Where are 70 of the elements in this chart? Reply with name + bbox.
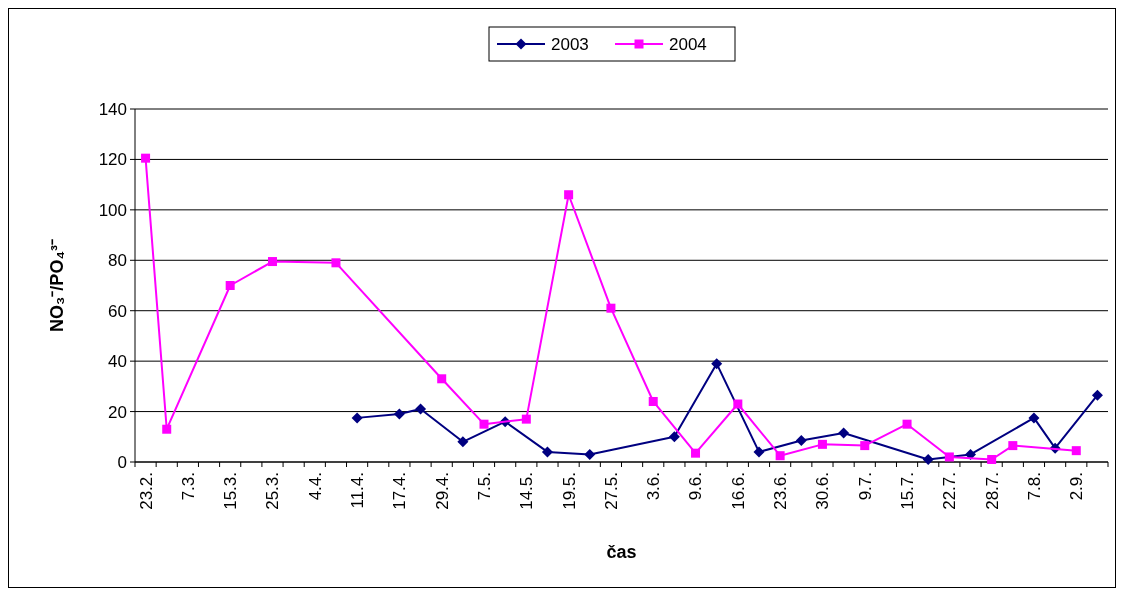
x-tick-label: 23.6.	[771, 472, 791, 510]
x-tick-label: 7.8.	[1024, 472, 1044, 501]
y-tick-label: 140	[98, 99, 127, 119]
y-axis-title: NO₃⁻/PO₄³⁻	[47, 239, 67, 332]
y-tick-label: 80	[108, 251, 127, 271]
point	[1071, 446, 1081, 456]
y-tick-label: 60	[108, 301, 127, 321]
point	[987, 454, 997, 464]
y-tick-label: 0	[117, 452, 127, 472]
x-tick-label: 15.3.	[221, 472, 241, 510]
y-tick-label: 120	[98, 150, 127, 170]
legend-label: 2004	[669, 34, 707, 54]
x-tick-label: 14.5.	[517, 472, 537, 510]
x-axis-title: čas	[606, 542, 637, 562]
point	[860, 441, 870, 451]
point	[479, 419, 489, 429]
x-tick-label: 2.9.	[1067, 472, 1087, 501]
point	[541, 446, 553, 458]
point	[817, 439, 827, 449]
point	[564, 190, 574, 200]
point	[351, 412, 363, 424]
x-tick-label: 25.3.	[263, 472, 283, 510]
point	[415, 403, 427, 415]
point	[733, 399, 743, 409]
point	[1091, 389, 1103, 401]
y-tick-label: 100	[98, 200, 127, 220]
x-tick-label: 16.6.	[728, 472, 748, 510]
x-tick-label: 4.4.	[305, 472, 325, 501]
x-tick-label: 11.4.	[348, 472, 368, 509]
x-tick-label: 9.6.	[686, 472, 706, 501]
x-tick-label: 30.6.	[813, 472, 833, 510]
x-tick-label: 17.4.	[390, 472, 410, 510]
point	[1028, 412, 1040, 424]
point	[162, 424, 172, 434]
y-tick-label: 40	[108, 352, 127, 372]
y-tick-label: 20	[108, 402, 127, 422]
point	[922, 453, 934, 465]
x-tick-label: 23.2.	[136, 472, 156, 510]
point	[437, 374, 447, 384]
point	[775, 451, 785, 461]
x-tick-label: 15.7.	[898, 472, 917, 510]
x-tick-label: 28.7.	[982, 472, 1002, 510]
point	[331, 258, 341, 268]
x-tick-label: 29.4.	[432, 472, 452, 510]
point	[902, 419, 912, 429]
x-tick-label: 9.7.	[855, 472, 875, 501]
point	[944, 452, 954, 462]
x-tick-label: 7.3.	[178, 472, 198, 501]
point	[225, 281, 235, 290]
point	[606, 303, 616, 313]
point	[838, 427, 850, 439]
point	[521, 414, 531, 424]
point	[711, 358, 723, 370]
x-tick-label: 19.5.	[559, 472, 579, 510]
point	[267, 257, 277, 267]
point	[584, 448, 596, 460]
point	[1008, 441, 1018, 451]
x-tick-label: 7.5.	[474, 472, 494, 501]
x-tick-label: 27.5.	[601, 472, 621, 510]
point	[691, 448, 701, 458]
x-tick-label: 22.7.	[940, 472, 960, 510]
point	[753, 446, 765, 458]
point	[457, 436, 469, 448]
legend-label: 2003	[551, 34, 589, 54]
point	[795, 435, 807, 447]
point	[393, 408, 405, 420]
x-tick-label: 3.6.	[644, 472, 664, 501]
point	[648, 396, 658, 406]
point	[141, 153, 151, 163]
point	[668, 431, 680, 443]
